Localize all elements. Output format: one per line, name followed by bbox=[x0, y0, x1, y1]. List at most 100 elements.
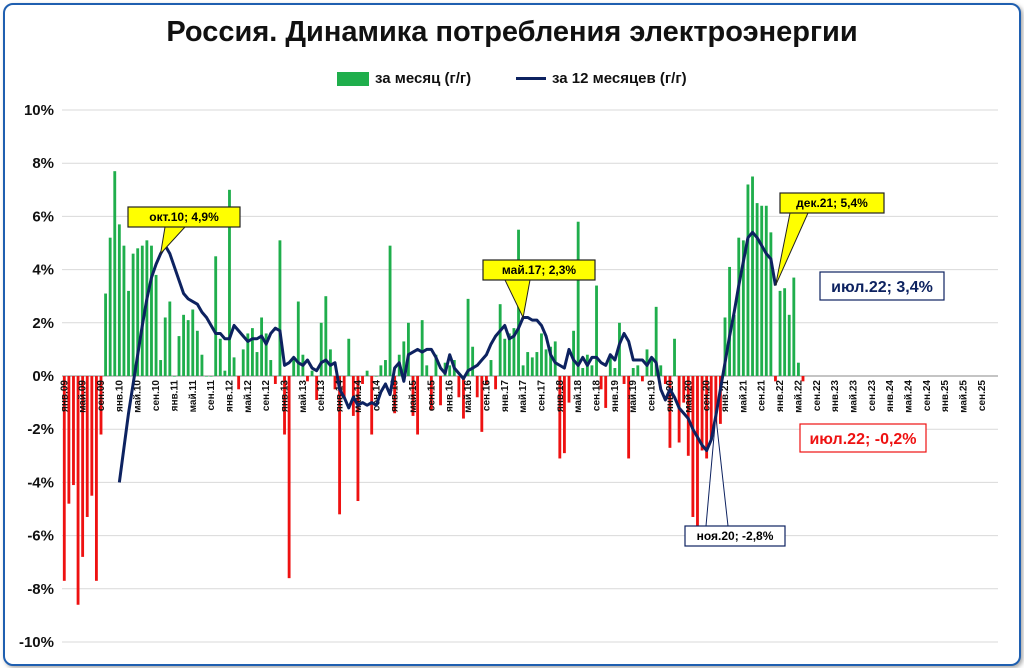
monthly-bar bbox=[590, 365, 594, 376]
monthly-bar bbox=[494, 376, 498, 390]
monthly-bar bbox=[475, 376, 479, 398]
x-tick-label: сен.09 bbox=[96, 380, 107, 412]
monthly-bar bbox=[462, 376, 465, 419]
x-tick-label: янв.13 bbox=[280, 380, 291, 412]
monthly-bar bbox=[278, 240, 282, 376]
monthly-bar bbox=[182, 314, 186, 376]
monthly-bar bbox=[76, 376, 80, 605]
y-tick-label: 6% bbox=[32, 208, 54, 225]
monthly-bar bbox=[627, 376, 631, 459]
monthly-bar bbox=[319, 322, 323, 376]
monthly-bar bbox=[792, 277, 796, 376]
x-tick-label: янв.12 bbox=[224, 380, 235, 412]
chart-title: Россия. Динамика потребления электроэнер… bbox=[166, 16, 858, 48]
y-tick-label: -2% bbox=[27, 421, 54, 438]
x-tick-label: май.22 bbox=[793, 380, 804, 413]
monthly-bar bbox=[737, 237, 741, 376]
monthly-bar bbox=[255, 352, 259, 376]
x-tick-label: май.15 bbox=[408, 380, 419, 413]
x-tick-label: янв.19 bbox=[610, 380, 621, 412]
x-tick-label: сен.22 bbox=[812, 380, 823, 412]
monthly-bar bbox=[140, 245, 144, 376]
monthly-bar bbox=[177, 336, 181, 376]
monthly-bar bbox=[558, 376, 562, 459]
x-tick-label: янв.22 bbox=[775, 380, 786, 412]
monthly-bar bbox=[342, 376, 346, 398]
monthly-bar bbox=[328, 349, 332, 376]
monthly-bar bbox=[218, 338, 222, 376]
monthly-bar bbox=[595, 285, 598, 376]
monthly-bar bbox=[136, 248, 140, 376]
monthly-bar bbox=[62, 376, 66, 581]
x-tick-label: май.13 bbox=[298, 380, 309, 413]
monthly-bar bbox=[393, 376, 397, 414]
monthly-bar bbox=[599, 376, 603, 390]
monthly-bar bbox=[535, 352, 539, 376]
monthly-bar bbox=[209, 376, 213, 377]
x-tick-label: май.14 bbox=[353, 380, 364, 413]
x-tick-label: сен.21 bbox=[757, 380, 768, 412]
monthly-bar bbox=[406, 322, 410, 376]
monthly-bar bbox=[613, 368, 617, 376]
monthly-bar bbox=[214, 256, 218, 376]
monthly-bar bbox=[416, 376, 420, 435]
monthly-bar bbox=[581, 368, 585, 376]
callout-box bbox=[799, 423, 927, 453]
rolling-12m-line bbox=[117, 230, 777, 483]
monthly-bar bbox=[668, 376, 672, 448]
monthly-bar bbox=[503, 338, 507, 376]
monthly-bar bbox=[361, 376, 364, 384]
monthly-bar bbox=[264, 333, 268, 376]
callout-label: июл.22; -0,2% bbox=[809, 431, 916, 448]
monthly-bar bbox=[425, 365, 429, 376]
monthly-bar bbox=[507, 333, 511, 376]
monthly-bar bbox=[466, 298, 470, 376]
x-tick-label: сен.15 bbox=[426, 380, 437, 412]
monthly-bar bbox=[200, 354, 204, 376]
x-tick-label: май.11 bbox=[188, 380, 199, 413]
monthly-bar bbox=[81, 376, 85, 557]
monthly-bar bbox=[544, 349, 548, 376]
monthly-bar bbox=[640, 376, 644, 382]
callout-pointer bbox=[705, 415, 729, 527]
monthly-bar bbox=[411, 376, 415, 416]
monthly-bar bbox=[296, 301, 300, 376]
x-tick-label: май.12 bbox=[243, 380, 254, 413]
monthly-bar bbox=[287, 376, 291, 579]
callout-box bbox=[482, 259, 596, 281]
monthly-bar bbox=[696, 376, 699, 528]
y-tick-label: 4% bbox=[32, 262, 54, 279]
x-tick-label: янв.24 bbox=[885, 380, 896, 412]
monthly-bar bbox=[783, 288, 787, 376]
monthly-bar bbox=[72, 376, 75, 486]
monthly-bar bbox=[562, 376, 566, 454]
monthly-bar bbox=[67, 376, 71, 504]
monthly-bar bbox=[673, 338, 676, 376]
monthly-bar bbox=[241, 349, 245, 376]
x-tick-label: май.16 bbox=[463, 380, 474, 413]
monthly-bar bbox=[306, 376, 309, 382]
monthly-bar bbox=[636, 365, 640, 376]
monthly-bar bbox=[315, 376, 319, 400]
monthly-bar bbox=[700, 376, 704, 451]
x-tick-label: янв.09 bbox=[59, 380, 70, 412]
x-tick-label: сен.20 bbox=[702, 380, 713, 412]
monthly-bar bbox=[489, 360, 493, 376]
monthly-bar bbox=[448, 365, 452, 376]
monthly-bar bbox=[764, 205, 768, 376]
monthly-bar bbox=[384, 360, 387, 376]
monthly-bar bbox=[682, 376, 686, 403]
monthly-bar bbox=[659, 365, 663, 376]
monthly-bar bbox=[333, 376, 337, 390]
monthly-bar bbox=[260, 317, 264, 376]
monthly-bar bbox=[741, 240, 745, 376]
monthly-bar bbox=[769, 232, 773, 376]
x-tick-label: май.24 bbox=[904, 380, 915, 413]
monthly-bar bbox=[622, 376, 626, 384]
monthly-bar bbox=[718, 376, 722, 424]
monthly-bar bbox=[154, 274, 158, 376]
y-tick-label: -10% bbox=[19, 634, 54, 651]
monthly-bar bbox=[237, 376, 241, 390]
y-tick-label: 2% bbox=[32, 315, 54, 332]
